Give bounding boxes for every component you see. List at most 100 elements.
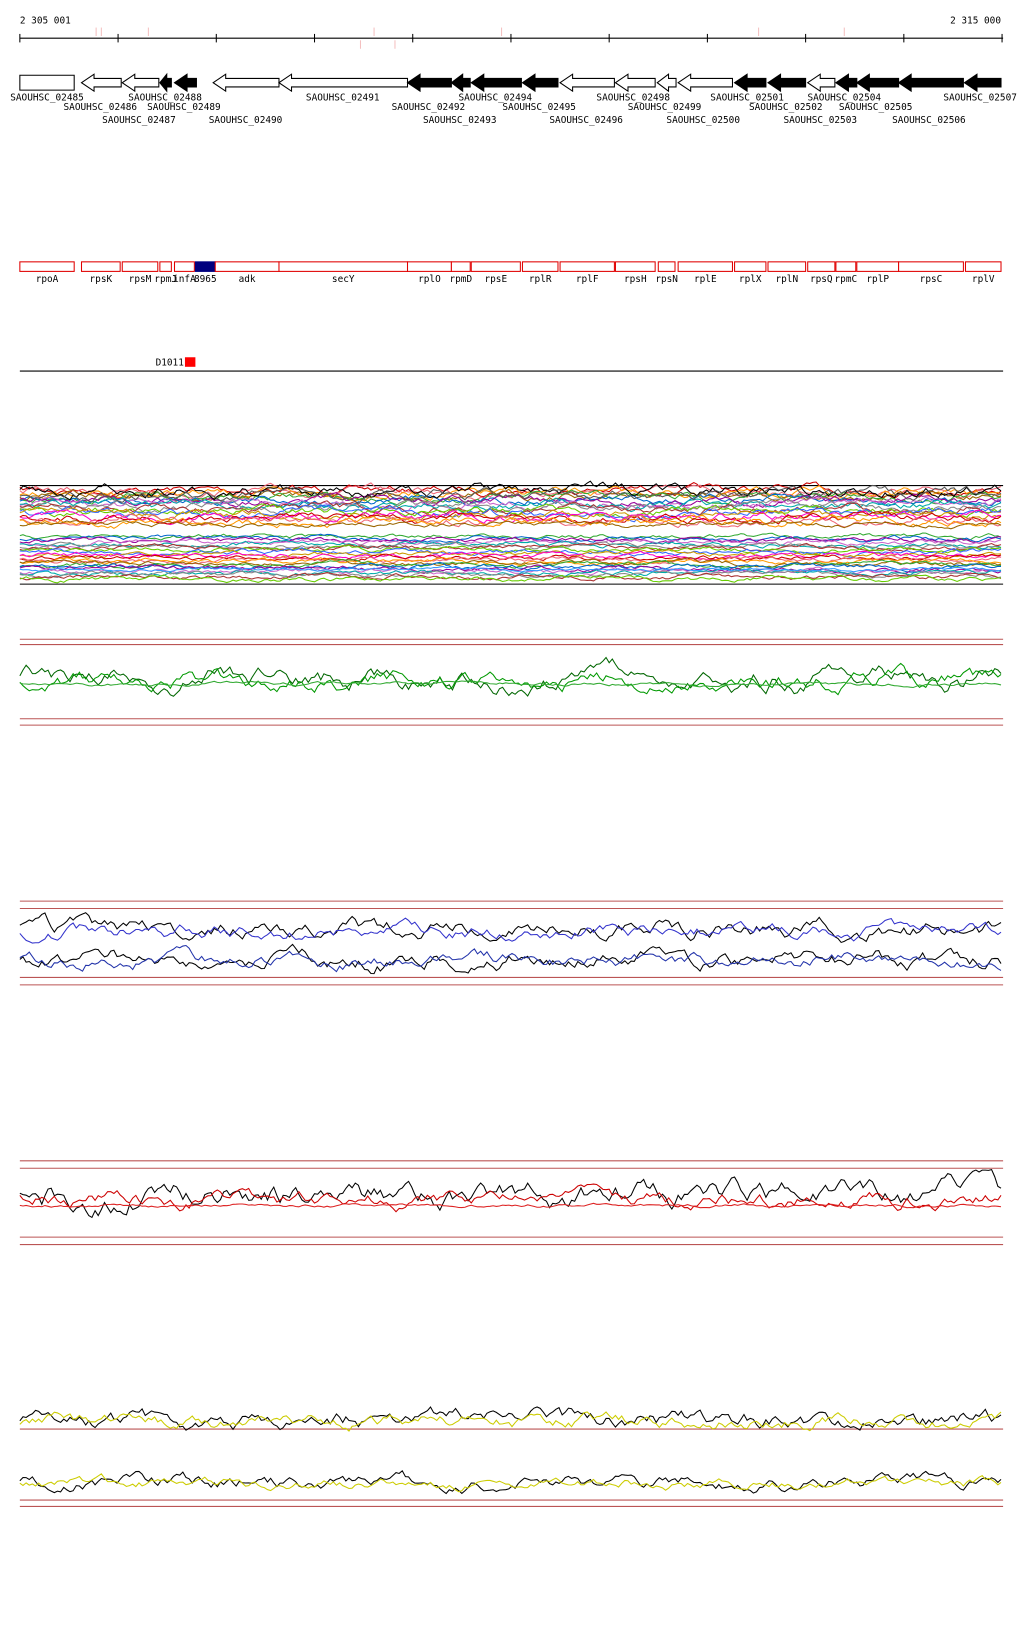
gene-box — [173, 261, 195, 272]
locus-label: SAOUHSC_02488 — [128, 93, 202, 104]
gene-label: rplO — [418, 274, 441, 285]
gene-label: rpmD — [449, 274, 472, 285]
locus-arrow — [121, 73, 160, 93]
signal-trace — [19, 565, 1002, 573]
signal-trace — [19, 564, 1002, 575]
locus-arrow — [406, 73, 452, 93]
gene-box — [734, 261, 767, 272]
gene-box — [406, 261, 452, 272]
gene-label: rplP — [866, 274, 889, 285]
gene-box — [677, 261, 733, 272]
feature-mark — [184, 357, 196, 367]
locus-label: SAOUHSC_02495 — [502, 102, 576, 113]
locus-label: SAOUHSC_02500 — [666, 115, 740, 126]
locus-arrow — [559, 73, 615, 93]
gene-label: rpsE — [484, 274, 507, 285]
signal-trace — [19, 497, 1002, 514]
signal-trace — [19, 917, 1002, 944]
signal-trace — [19, 1406, 1002, 1431]
signal-trace — [19, 536, 1002, 545]
signal-trace — [19, 500, 1002, 516]
signal-trace — [19, 511, 1002, 526]
signal-trace — [19, 544, 1002, 556]
signal-trace — [19, 561, 1002, 573]
ruler-start: 2 305 001 — [20, 15, 71, 26]
locus-arrow — [767, 73, 807, 93]
locus-arrow — [677, 73, 733, 93]
locus-arrow — [470, 73, 522, 93]
gene-box — [159, 261, 172, 272]
signal-trace — [19, 503, 1002, 520]
ruler-end: 2 315 000 — [950, 15, 1001, 26]
locus-label: SAOUHSC_02507 — [943, 93, 1017, 104]
gene-label: secY — [332, 274, 355, 285]
signal-trace — [19, 1183, 1002, 1213]
signal-trace — [19, 480, 1002, 501]
locus-label: SAOUHSC_02485 — [10, 93, 84, 104]
locus-arrow — [278, 73, 409, 93]
locus-label: SAOUHSC_02489 — [147, 102, 221, 113]
locus-label: SAOUHSC_02501 — [710, 93, 784, 104]
signal-trace — [19, 572, 1002, 582]
locus-label: SAOUHSC_02498 — [596, 93, 670, 104]
signal-trace — [19, 519, 1002, 530]
signal-trace — [19, 556, 1002, 568]
locus-arrow — [897, 73, 964, 93]
signal-trace — [19, 538, 1002, 549]
gene-label: rpsN — [655, 274, 678, 285]
gene-label: rplN — [775, 274, 798, 285]
signal-trace — [19, 1202, 1002, 1209]
locus-label: SAOUHSC_02506 — [892, 115, 966, 126]
gene-label: infA — [173, 274, 196, 285]
gene-label: rplF — [576, 274, 599, 285]
signal-trace — [19, 944, 1002, 973]
locus-label: SAOUHSC_02491 — [306, 93, 380, 104]
gene-label: rplR — [529, 274, 552, 285]
signal-trace — [19, 1469, 1002, 1495]
gene-box — [614, 261, 656, 272]
gene-label: rpoA — [36, 274, 59, 285]
locus-arrow — [521, 73, 559, 93]
signal-trace — [19, 1411, 1002, 1432]
gene-box — [559, 261, 615, 272]
locus-arrow — [80, 73, 122, 93]
locus-label: SAOUHSC_02492 — [392, 102, 466, 113]
locus-arrow — [173, 73, 197, 93]
gene-label: rpmC — [835, 274, 858, 285]
locus-label: SAOUHSC_02505 — [839, 102, 913, 113]
locus-label: SAOUHSC_02496 — [549, 115, 623, 126]
gene-box — [767, 261, 807, 272]
locus-arrow — [733, 73, 767, 93]
signal-trace — [19, 493, 1002, 508]
locus-arrow — [834, 73, 858, 93]
locus-label: SAOUHSC_02502 — [749, 102, 823, 113]
locus-label: SAOUHSC_02494 — [458, 93, 532, 104]
signal-trace — [19, 513, 1002, 529]
locus-arrow — [855, 73, 900, 93]
gene-label: rpsQ — [810, 274, 833, 285]
locus-arrow — [656, 73, 677, 93]
signal-trace — [19, 912, 1002, 944]
gene-label: rpsK — [90, 274, 113, 285]
gene-label: rpsC — [920, 274, 943, 285]
gene-box — [964, 261, 1002, 272]
signal-trace — [19, 553, 1002, 562]
gene-box — [898, 261, 964, 272]
locus-label: SAOUHSC_02486 — [64, 102, 138, 113]
signal-trace — [19, 513, 1002, 529]
signal-trace — [19, 662, 1002, 696]
locus-arrow — [159, 72, 172, 93]
locus-label: SAOUHSC_02487 — [102, 115, 176, 126]
signal-trace — [19, 574, 1002, 584]
gene-box — [807, 261, 836, 272]
gene-box — [470, 261, 521, 272]
signal-trace — [19, 680, 1002, 689]
locus-arrow — [806, 73, 836, 93]
gene-box — [657, 261, 676, 272]
locus-label: SAOUHSC_02499 — [628, 102, 702, 113]
gene-label: 8965 — [194, 274, 217, 285]
feature-label: D1011 — [156, 358, 185, 369]
gene-box — [835, 261, 857, 272]
gene-box — [278, 261, 409, 272]
